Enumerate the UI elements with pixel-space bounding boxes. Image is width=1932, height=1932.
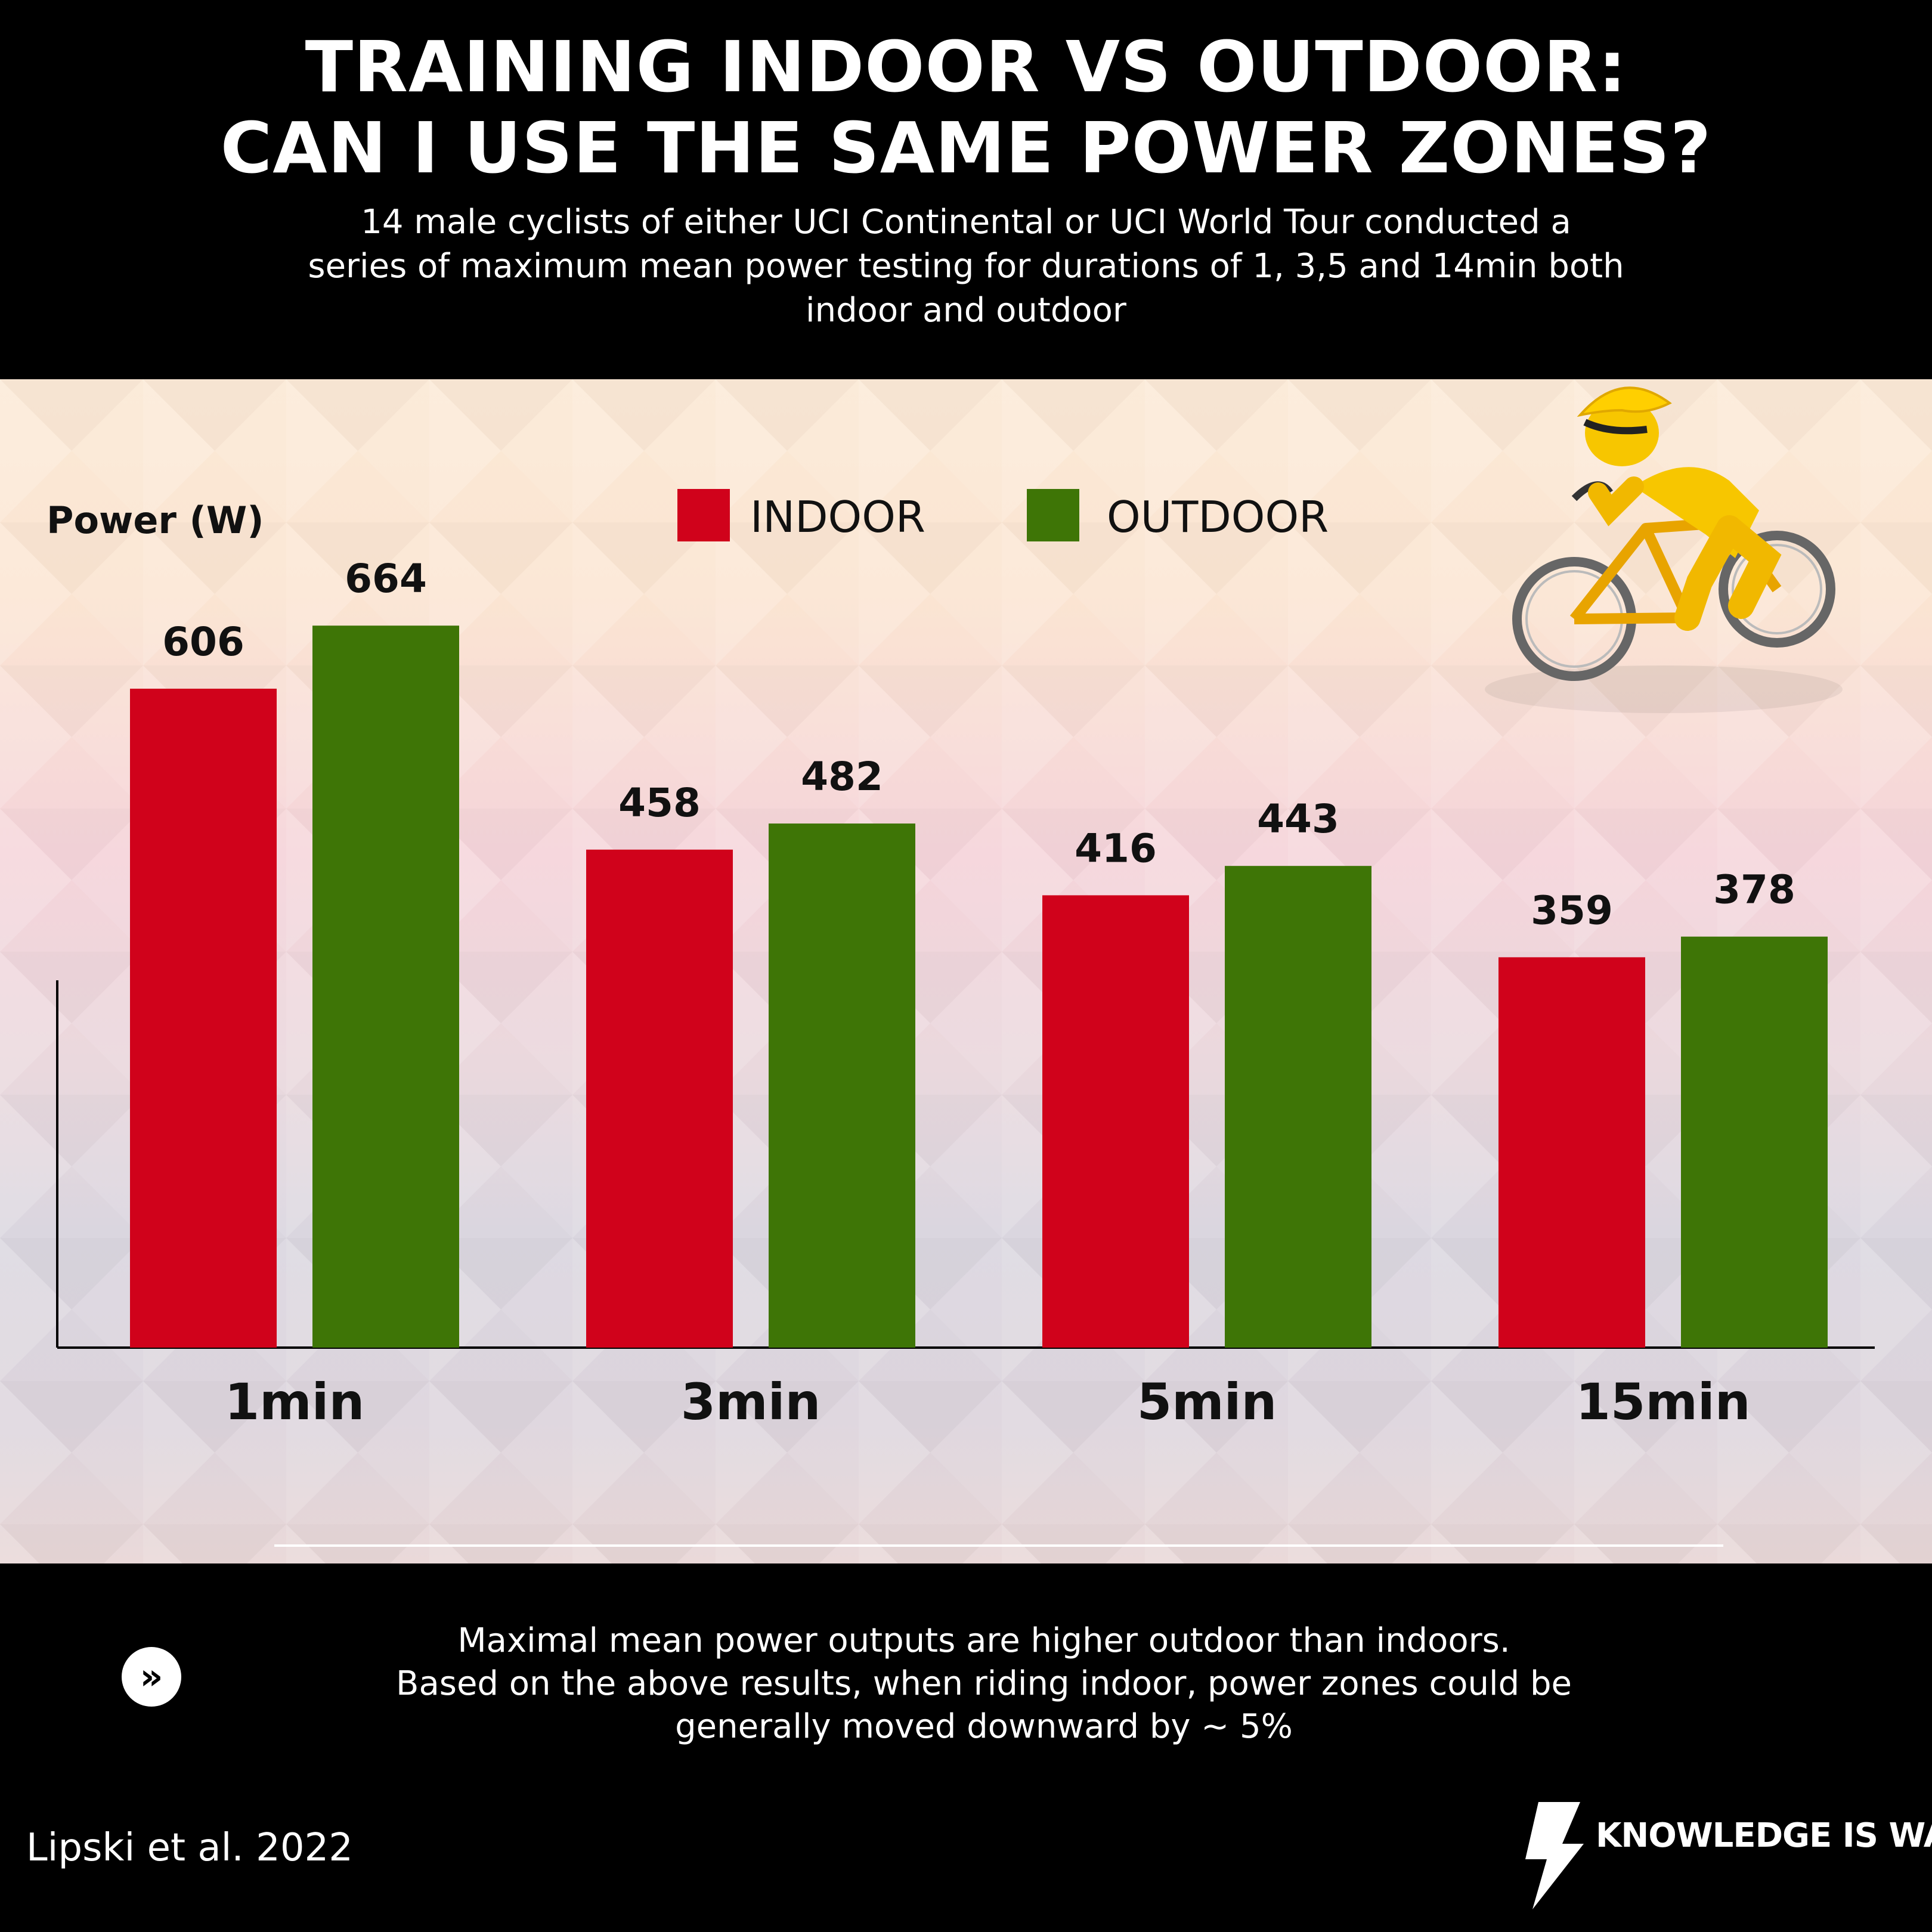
page-title: TRAINING INDOOR VS OUTDOOR: CAN I USE TH… (0, 26, 1932, 188)
cyclist-icon (1485, 386, 1843, 713)
legend-label-outdoor: OUTDOOR (1107, 492, 1329, 542)
data-label-indoor-3min: 458 (618, 780, 701, 826)
bar-indoor-1min (130, 688, 277, 1348)
bar-outdoor-15min (1681, 936, 1828, 1348)
conclusion-line-1: Maximal mean power outputs are higher ou… (457, 1621, 1510, 1660)
header: TRAINING INDOOR VS OUTDOOR: CAN I USE TH… (0, 0, 1932, 379)
bar-outdoor-5min (1225, 866, 1371, 1348)
y-axis-label: Power (W) (47, 499, 264, 542)
x-tick-label-3min: 3min (681, 1373, 821, 1431)
data-label-indoor-5min: 416 (1075, 825, 1157, 871)
citation: Lipski et al. 2022 (26, 1826, 353, 1870)
footer: » Maximal mean power outputs are higher … (0, 1563, 1932, 1932)
title-line-1: TRAINING INDOOR VS OUTDOOR: (305, 26, 1627, 108)
bar-indoor-5min (1042, 895, 1189, 1348)
x-tick-label-5min: 5min (1137, 1373, 1277, 1431)
title-line-2: CAN I USE THE SAME POWER ZONES? (220, 107, 1712, 189)
page-subtitle: 14 male cyclists of either UCI Continent… (155, 200, 1777, 333)
bar-outdoor-3min (769, 823, 915, 1348)
legend-label-indoor: INDOOR (750, 492, 925, 542)
legend: INDOOR OUTDOOR (677, 489, 1329, 542)
subtitle-line-1: 14 male cyclists of either UCI Continent… (361, 203, 1571, 242)
data-label-indoor-15min: 359 (1531, 887, 1613, 933)
bar-indoor-15min (1498, 957, 1645, 1348)
conclusion-text: Maximal mean power outputs are higher ou… (250, 1620, 1717, 1748)
x-tick-label-1min: 1min (225, 1373, 365, 1431)
brand-name: KNOWLEDGE IS WATT (1596, 1816, 1932, 1855)
data-label-outdoor-5min: 443 (1257, 796, 1339, 842)
conclusion-line-2: Based on the above results, when riding … (396, 1664, 1572, 1703)
bar-chart: Power (W) INDOOR OUTDOOR 606 664 1min 458 48… (0, 379, 1932, 1563)
data-label-outdoor-3min: 482 (801, 754, 883, 800)
bars: 606 664 1min 458 482 3min 416 443 5min 359 378 15mi… (130, 556, 1828, 1431)
chart-panel: Power (W) INDOOR OUTDOOR 606 664 1min 458 48… (0, 379, 1932, 1563)
bar-indoor-3min (586, 849, 733, 1348)
lightning-bolt-icon (1525, 1802, 1584, 1909)
legend-swatch-outdoor (1027, 489, 1079, 541)
legend-swatch-indoor (677, 489, 730, 541)
data-label-outdoor-15min: 378 (1713, 867, 1795, 913)
x-tick-label-15min: 15min (1575, 1373, 1750, 1431)
conclusion-line-3: generally moved downward by ~ 5% (675, 1707, 1293, 1746)
subtitle-line-2: series of maximum mean power testing for… (308, 247, 1624, 286)
subtitle-line-3: indoor and outdoor (806, 291, 1126, 330)
double-chevron-icon: » (122, 1647, 181, 1707)
data-label-outdoor-1min: 664 (345, 556, 427, 602)
bar-outdoor-1min (312, 626, 459, 1348)
data-label-indoor-1min: 606 (162, 619, 244, 665)
